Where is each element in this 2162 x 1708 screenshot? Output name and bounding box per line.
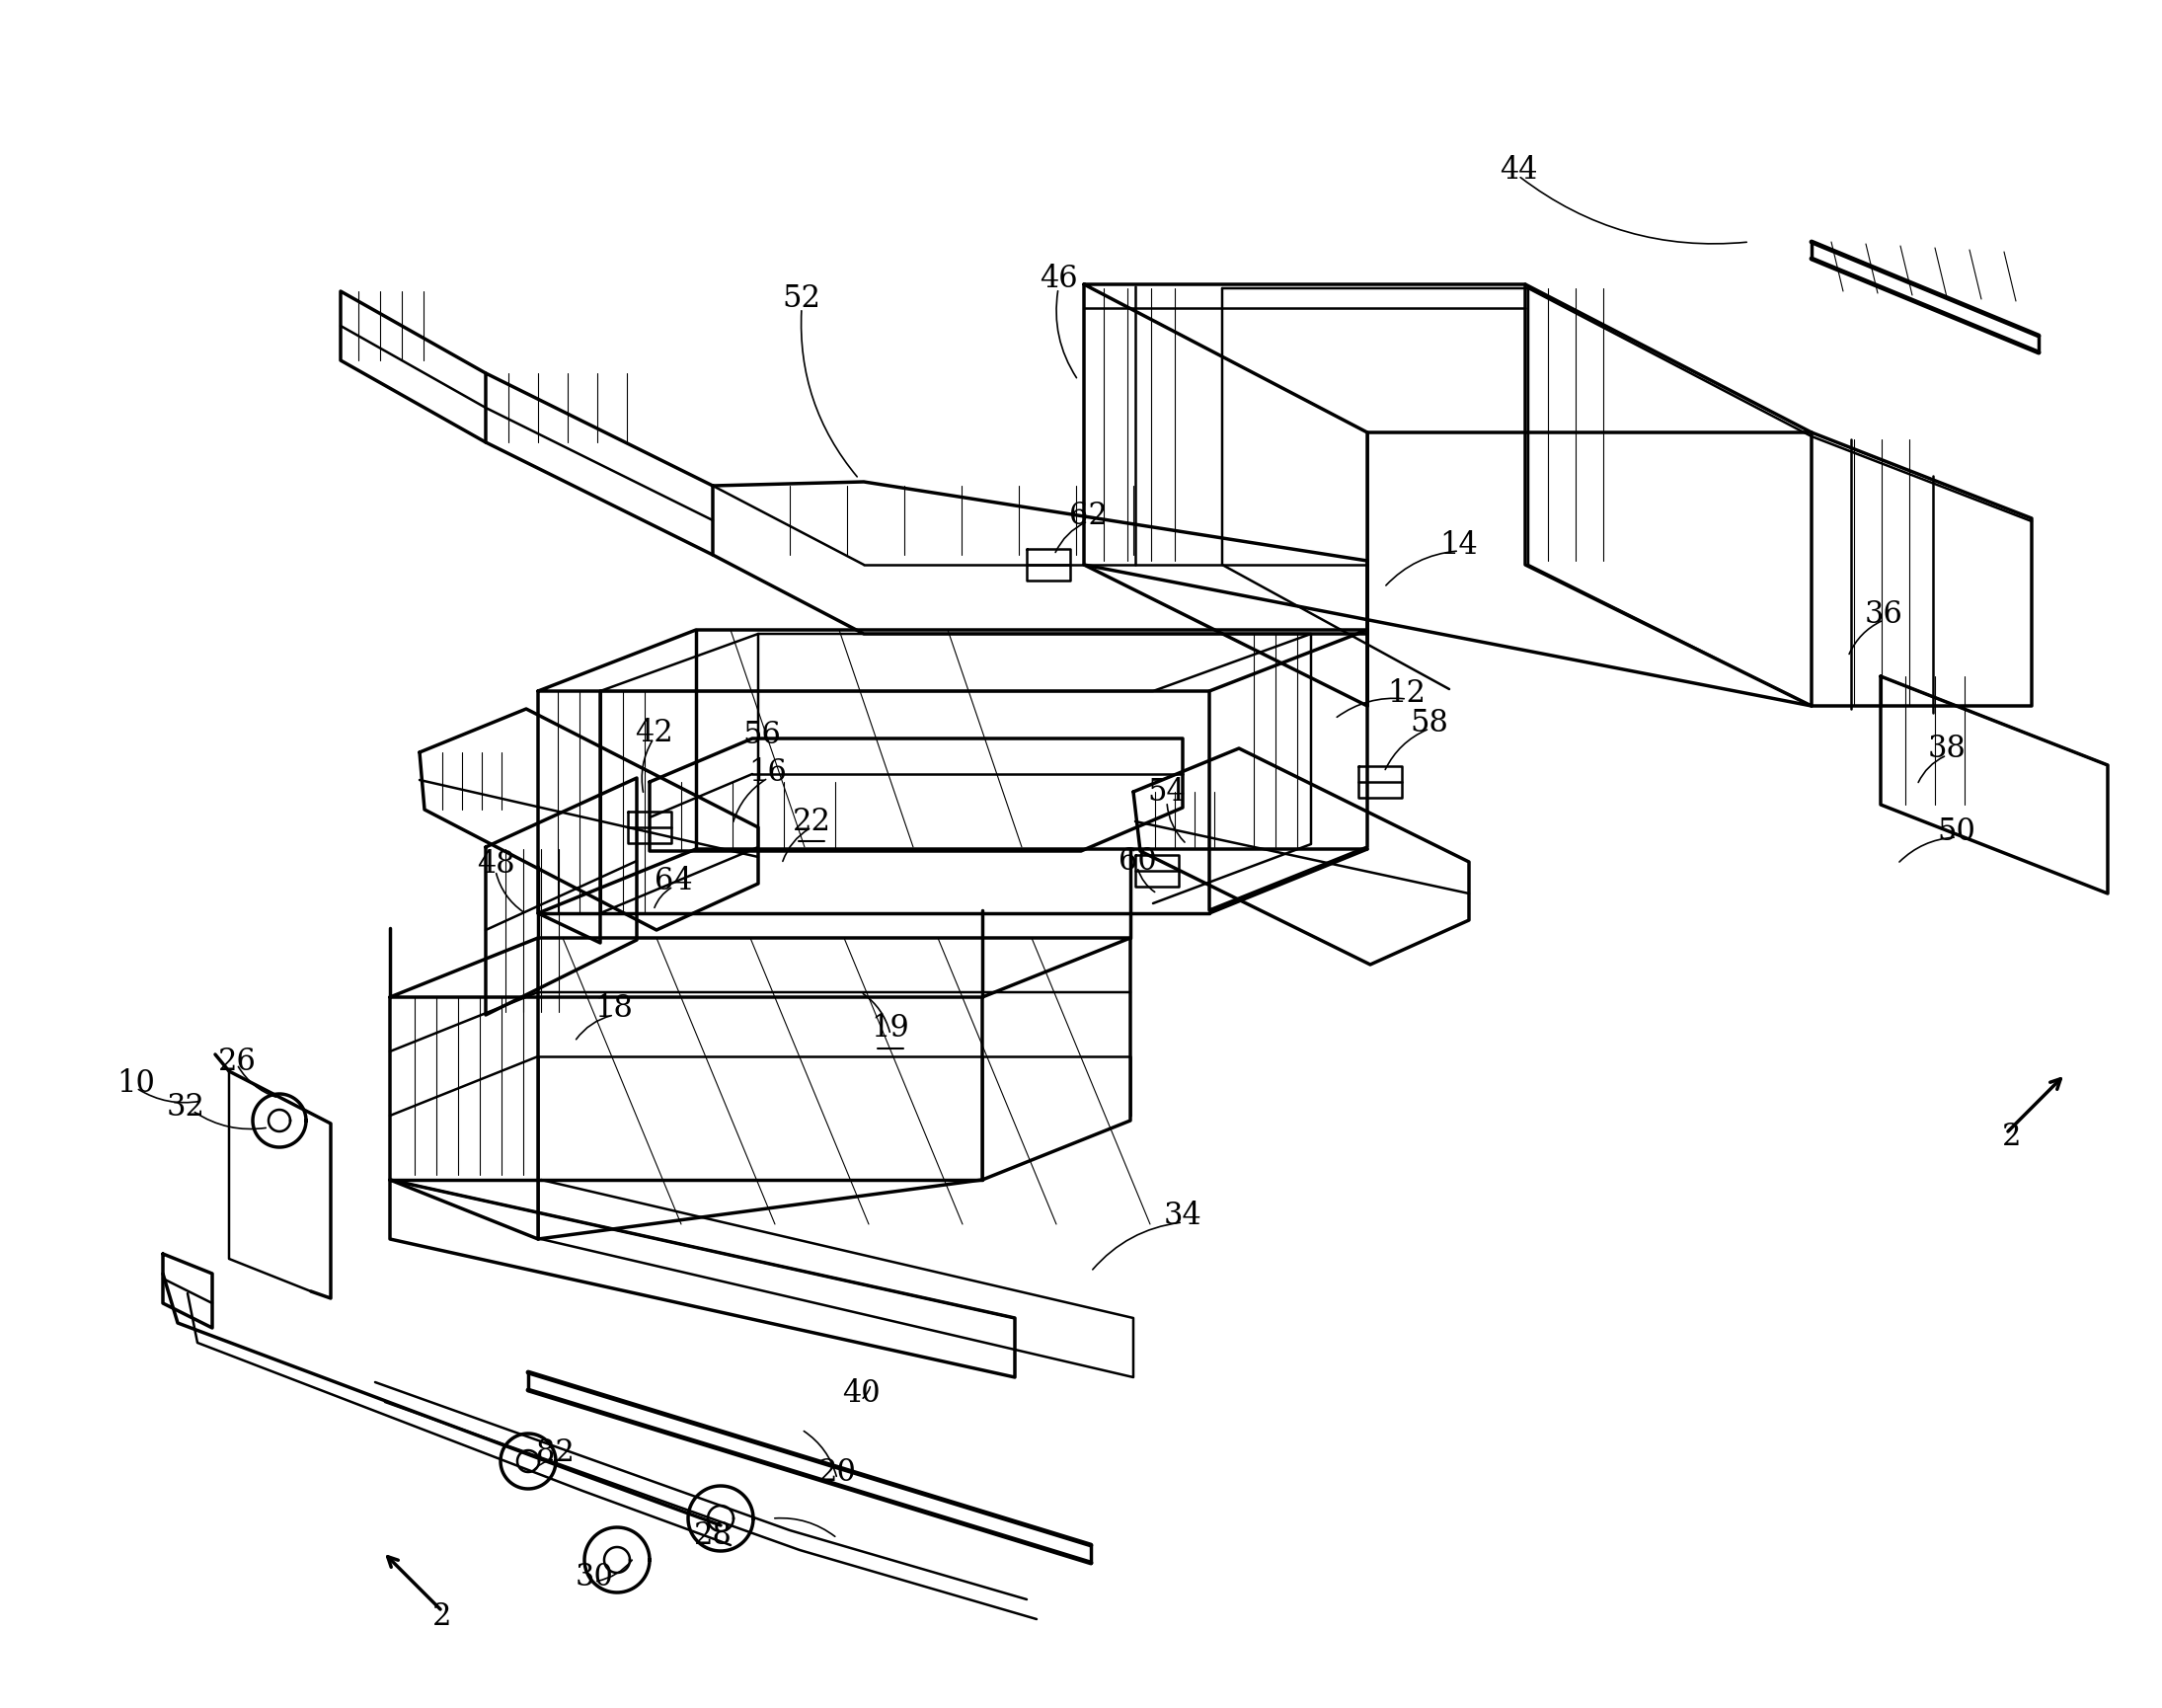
Text: 62: 62 bbox=[1068, 500, 1107, 531]
Text: 26: 26 bbox=[218, 1045, 255, 1076]
Text: 42: 42 bbox=[633, 717, 672, 748]
Text: 22: 22 bbox=[791, 806, 830, 837]
Text: 14: 14 bbox=[1440, 529, 1479, 560]
Text: 2: 2 bbox=[2002, 1122, 2021, 1153]
Text: 32: 32 bbox=[166, 1093, 205, 1124]
Text: 20: 20 bbox=[817, 1457, 856, 1488]
Text: 52: 52 bbox=[783, 284, 822, 314]
Text: 54: 54 bbox=[1148, 777, 1187, 808]
Text: 30: 30 bbox=[575, 1563, 614, 1594]
Text: 18: 18 bbox=[595, 994, 633, 1025]
Text: 50: 50 bbox=[1937, 816, 1976, 847]
Text: 40: 40 bbox=[841, 1378, 880, 1409]
Text: 10: 10 bbox=[117, 1069, 156, 1100]
Text: 36: 36 bbox=[1864, 600, 1903, 629]
Text: 28: 28 bbox=[694, 1520, 733, 1551]
Text: 58: 58 bbox=[1410, 707, 1449, 738]
Text: 2: 2 bbox=[432, 1602, 452, 1633]
Text: 46: 46 bbox=[1040, 263, 1077, 294]
Text: 19: 19 bbox=[871, 1013, 910, 1044]
Text: 44: 44 bbox=[1498, 154, 1537, 184]
Text: 12: 12 bbox=[1388, 678, 1427, 709]
Text: 38: 38 bbox=[1929, 733, 1965, 763]
Text: 16: 16 bbox=[748, 757, 787, 787]
Text: 56: 56 bbox=[744, 719, 780, 750]
Text: 64: 64 bbox=[655, 866, 692, 897]
Text: 82: 82 bbox=[536, 1438, 573, 1469]
Text: 34: 34 bbox=[1163, 1201, 1202, 1231]
Text: 60: 60 bbox=[1118, 845, 1157, 876]
Text: 48: 48 bbox=[476, 849, 515, 880]
